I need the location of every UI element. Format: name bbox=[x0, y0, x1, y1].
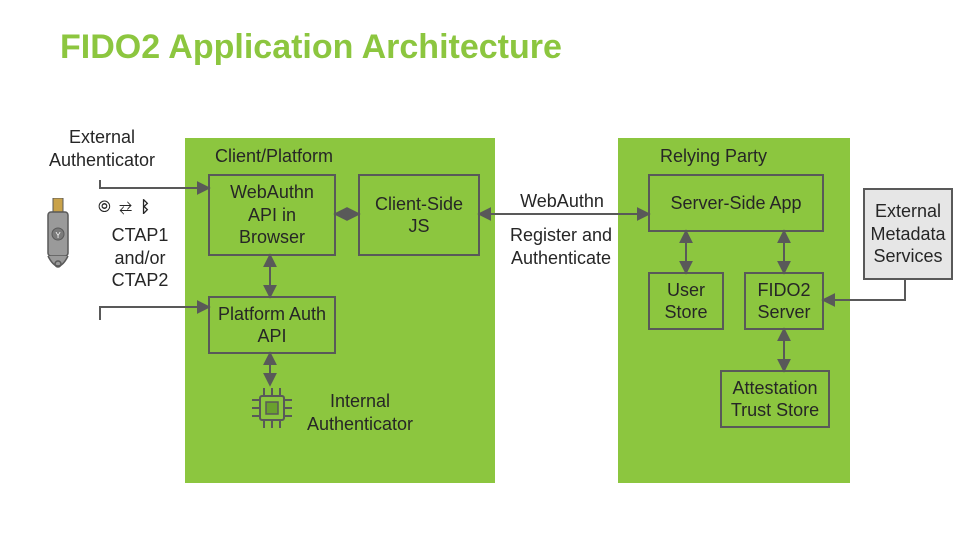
node-client-side-js: Client-Side JS bbox=[358, 174, 480, 256]
node-platform-auth-api: Platform Auth API bbox=[208, 296, 336, 354]
chip-icon bbox=[252, 388, 292, 433]
label-internal-authenticator: Internal Authenticator bbox=[300, 390, 420, 435]
node-webauthn-api: WebAuthn API in Browser bbox=[208, 174, 336, 256]
usb-icon: ⇄ bbox=[119, 199, 134, 216]
panel-client-label: Client/Platform bbox=[215, 146, 333, 167]
node-fido2-server: FIDO2 Server bbox=[744, 272, 824, 330]
label-ctap: CTAP1 and/or CTAP2 bbox=[105, 224, 175, 292]
node-user-store: User Store bbox=[648, 272, 724, 330]
node-attestation-trust-store: Attestation Trust Store bbox=[720, 370, 830, 428]
svg-text:Y: Y bbox=[55, 231, 61, 240]
label-webauthn: WebAuthn bbox=[512, 190, 612, 213]
label-external-authenticator: External Authenticator bbox=[42, 126, 162, 171]
page-title: FIDO2 Application Architecture bbox=[60, 28, 562, 67]
bluetooth-icon: ᛒ bbox=[140, 199, 152, 216]
usb-security-key-icon: Y bbox=[44, 198, 72, 288]
label-register-authenticate: Register and Authenticate bbox=[506, 224, 616, 269]
panel-rp-label: Relying Party bbox=[660, 146, 767, 167]
node-external-metadata-services: External Metadata Services bbox=[863, 188, 953, 280]
connectivity-icons: ⦾ ⇄ ᛒ bbox=[98, 198, 152, 218]
nfc-icon: ⦾ bbox=[98, 199, 113, 216]
node-server-side-app: Server-Side App bbox=[648, 174, 824, 232]
